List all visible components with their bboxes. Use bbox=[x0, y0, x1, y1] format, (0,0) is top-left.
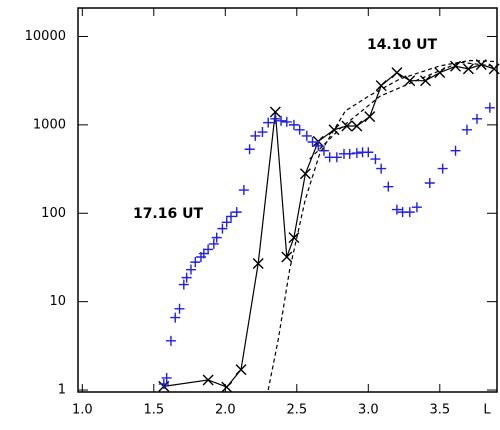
y-tick-label: 100 bbox=[41, 206, 66, 221]
y-tick-label: 1 bbox=[58, 383, 66, 398]
y-tick-label: 10 bbox=[49, 294, 66, 309]
marker bbox=[461, 124, 472, 135]
marker bbox=[299, 168, 311, 180]
marker bbox=[450, 145, 461, 156]
marker bbox=[226, 211, 237, 222]
marker bbox=[288, 119, 299, 130]
marker bbox=[281, 116, 292, 127]
marker bbox=[276, 115, 287, 126]
x-axis-label: L bbox=[483, 403, 491, 418]
series-line bbox=[163, 64, 495, 388]
marker bbox=[391, 67, 403, 79]
y-tick-label: 1000 bbox=[33, 117, 66, 132]
marker bbox=[221, 217, 232, 228]
marker bbox=[370, 154, 381, 165]
marker bbox=[344, 148, 355, 159]
marker bbox=[364, 111, 376, 123]
y-tick-label: 10000 bbox=[25, 29, 66, 44]
marker bbox=[281, 251, 293, 263]
marker bbox=[484, 102, 495, 113]
marker bbox=[263, 117, 274, 128]
x-tick-label: 1.0 bbox=[72, 403, 93, 418]
marker bbox=[221, 381, 233, 393]
marker bbox=[185, 264, 196, 275]
marker bbox=[294, 124, 305, 135]
marker bbox=[181, 272, 192, 283]
marker bbox=[328, 124, 340, 136]
marker bbox=[270, 113, 281, 124]
marker bbox=[250, 130, 261, 141]
marker bbox=[383, 181, 394, 192]
marker bbox=[437, 163, 448, 174]
marker bbox=[411, 202, 422, 213]
marker bbox=[211, 232, 222, 243]
marker bbox=[203, 244, 214, 255]
marker bbox=[351, 148, 362, 159]
marker bbox=[190, 257, 201, 268]
x-tick-label: 1.5 bbox=[143, 403, 164, 418]
marker bbox=[217, 223, 228, 234]
marker bbox=[331, 152, 342, 163]
series-line bbox=[309, 61, 498, 160]
marker bbox=[363, 147, 374, 158]
marker bbox=[158, 379, 169, 390]
x-tick-label: 3.0 bbox=[358, 403, 379, 418]
marker bbox=[257, 127, 268, 138]
marker bbox=[471, 113, 482, 124]
marker bbox=[252, 258, 264, 270]
marker bbox=[288, 232, 300, 244]
marker bbox=[318, 145, 329, 156]
marker bbox=[376, 163, 387, 174]
marker bbox=[420, 75, 431, 87]
marker bbox=[341, 120, 353, 132]
marker bbox=[375, 80, 387, 92]
annotation: 17.16 UT bbox=[133, 206, 204, 222]
marker bbox=[313, 140, 324, 151]
x-tick-label: 2.0 bbox=[215, 403, 236, 418]
marker bbox=[391, 204, 402, 215]
marker bbox=[231, 207, 242, 218]
marker bbox=[307, 136, 318, 147]
marker bbox=[424, 177, 435, 188]
marker bbox=[170, 312, 181, 323]
marker bbox=[161, 372, 172, 383]
marker bbox=[198, 248, 209, 259]
marker bbox=[244, 144, 255, 155]
marker bbox=[351, 120, 363, 132]
series-line bbox=[267, 59, 498, 391]
marker bbox=[235, 364, 247, 376]
marker bbox=[301, 130, 312, 141]
marker bbox=[404, 207, 415, 218]
marker bbox=[208, 238, 219, 249]
marker bbox=[269, 106, 281, 118]
x-tick-label: 2.5 bbox=[286, 403, 307, 418]
marker bbox=[178, 279, 189, 290]
marker bbox=[238, 185, 249, 196]
marker bbox=[462, 63, 474, 75]
plot-frame bbox=[77, 7, 498, 393]
marker bbox=[174, 303, 185, 314]
marker bbox=[165, 335, 176, 346]
marker bbox=[202, 374, 214, 386]
x-tick-label: 3.5 bbox=[429, 403, 450, 418]
marker bbox=[404, 75, 416, 87]
annotation: 14.10 UT bbox=[367, 37, 438, 53]
